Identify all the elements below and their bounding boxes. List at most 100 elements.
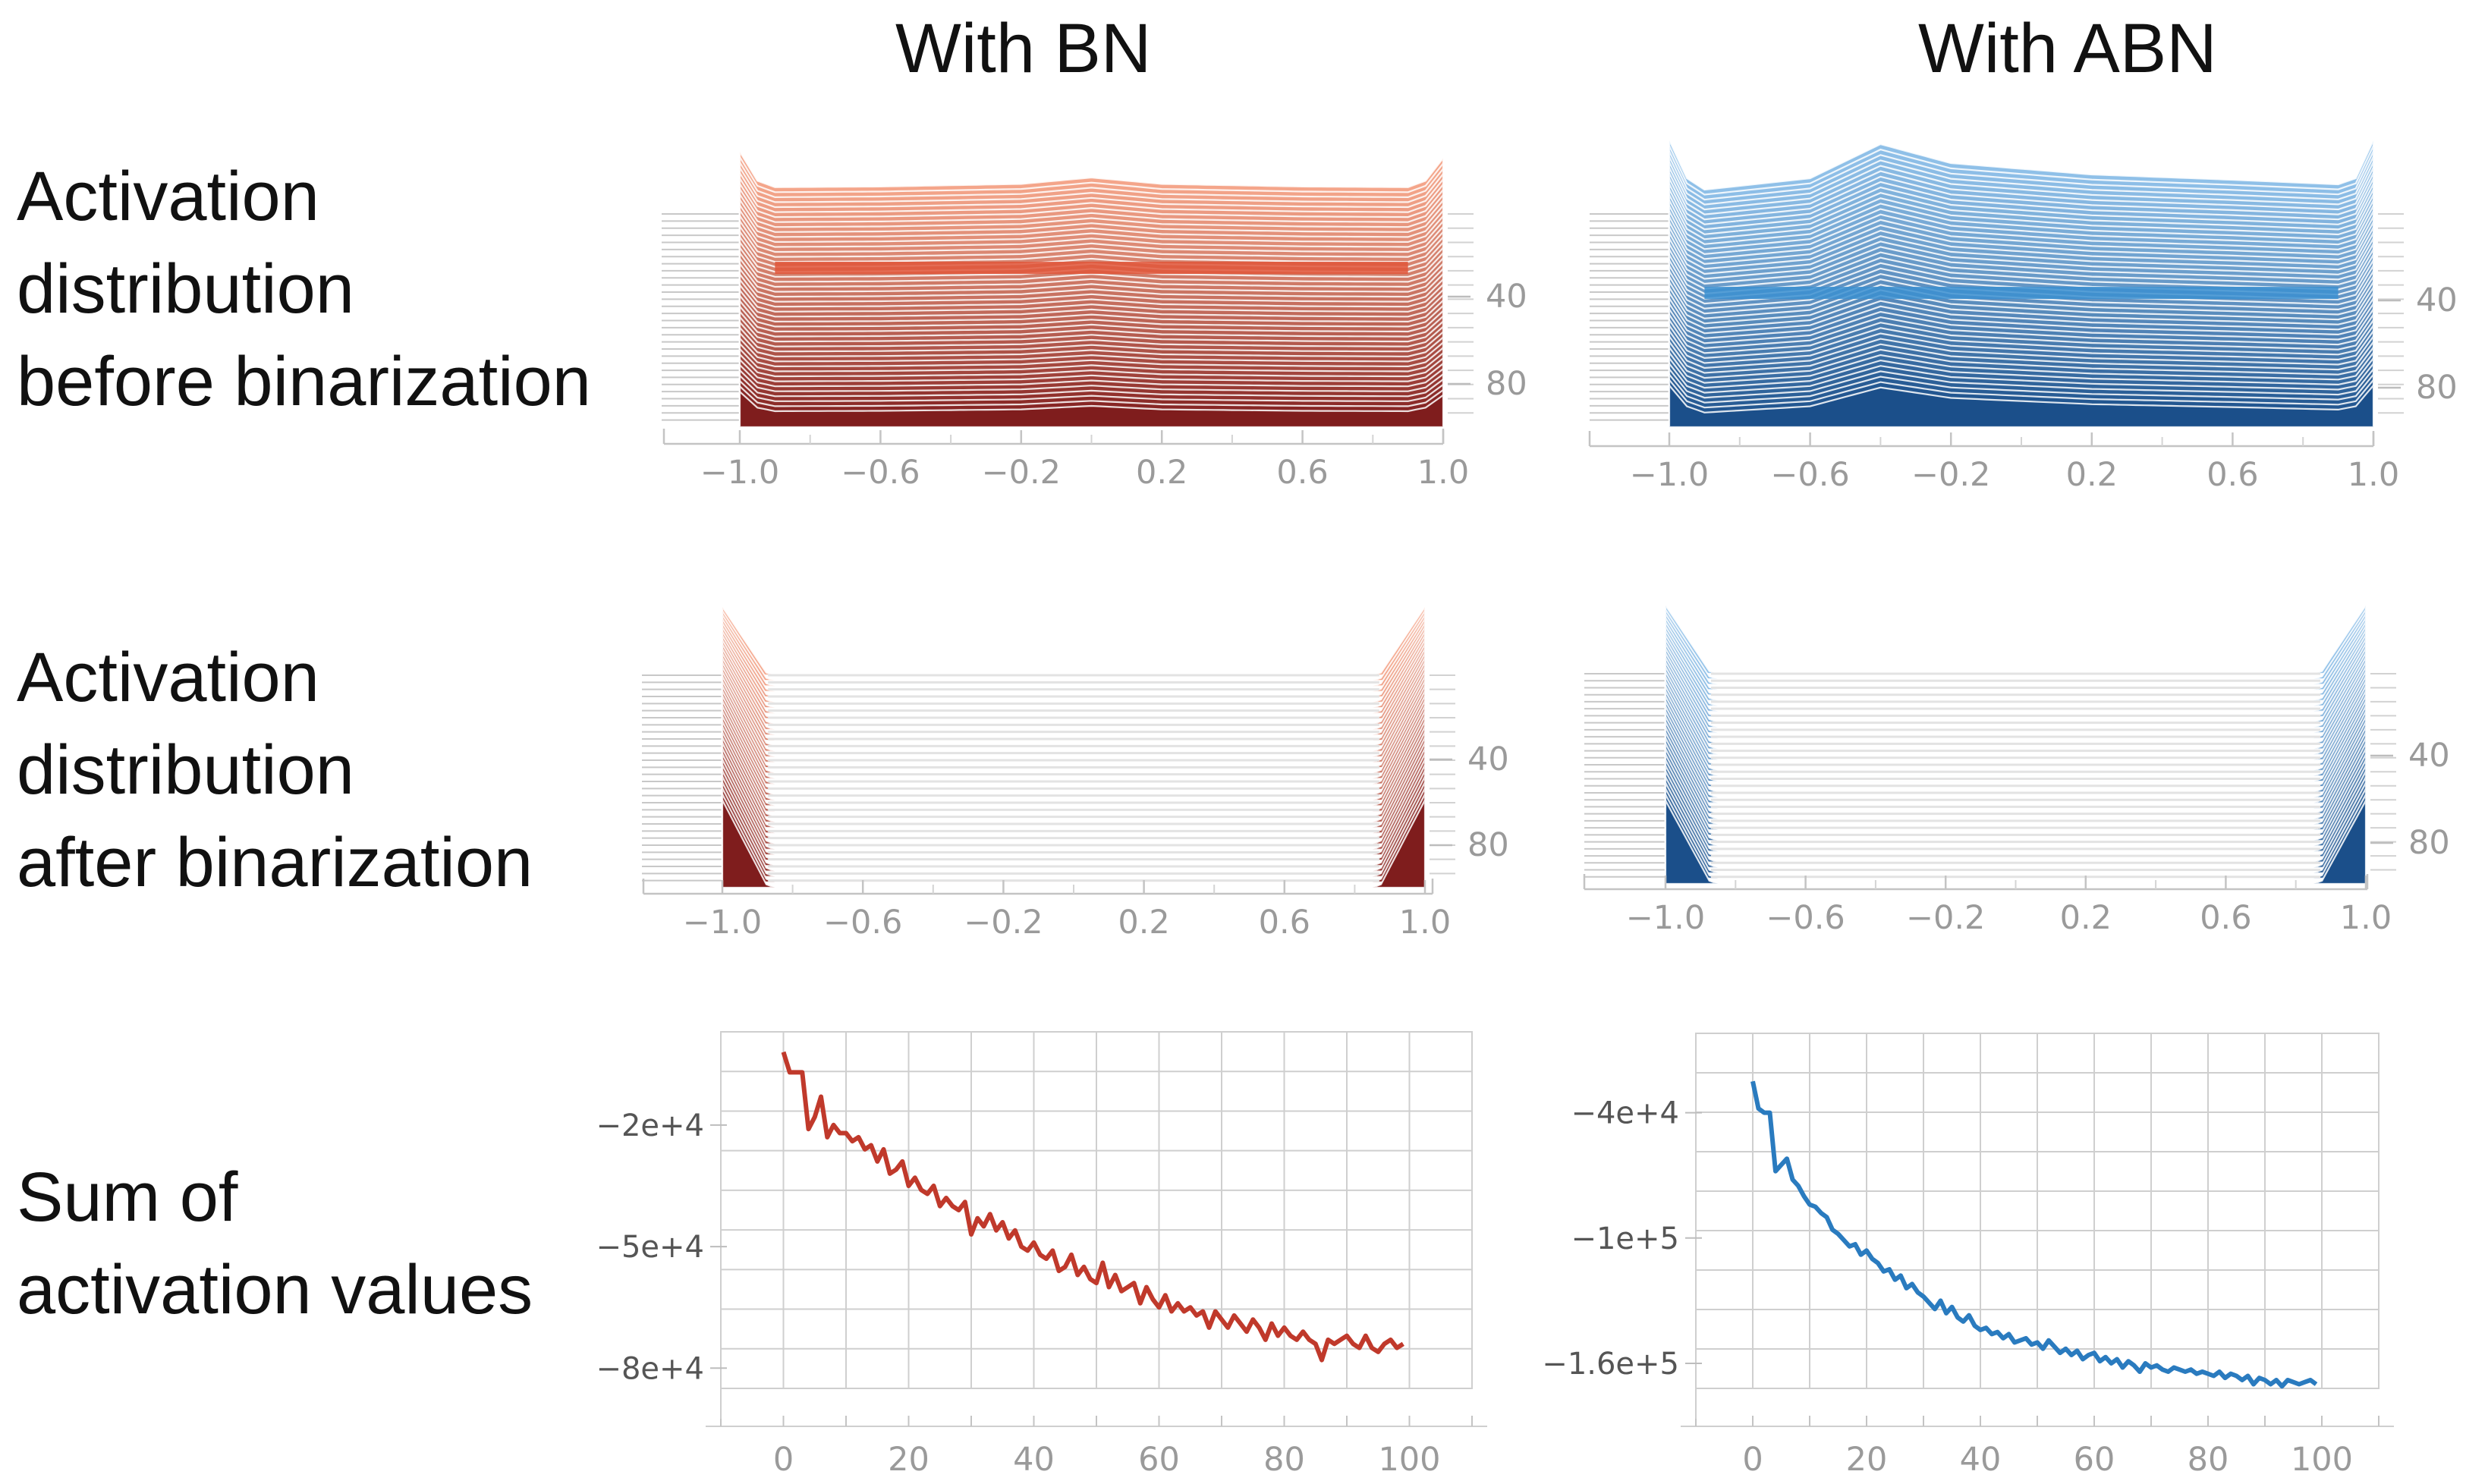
distribution-slice [1664,721,2367,810]
distribution-slice [1664,788,2367,874]
distribution-slice [1664,765,2367,853]
distribution-accent-band [775,262,1408,274]
distribution-slice [1664,675,2367,761]
column-title-abn: With ABN [1918,10,2217,87]
distribution-slice [721,794,1426,883]
distribution-slice [1664,731,2367,820]
distribution-slice [721,657,1426,742]
x-tick-label: 0.2 [2066,456,2118,494]
depth-tick-label: 40 [1467,740,1509,778]
distribution-slice [1664,759,2367,847]
row-label-line: distribution [17,731,354,809]
distribution-slice [721,671,1426,758]
x-tick-label: 1.0 [1399,904,1451,942]
distribution-slice [1664,631,2367,712]
series-line [1750,1080,2318,1389]
x-tick-label: 1.0 [1417,454,1469,492]
distribution-slice [1664,666,2367,750]
x-tick-label: 100 [2291,1441,2353,1479]
distribution-slice [1664,690,2367,778]
distribution-slice [721,640,1426,725]
bn-after-chart: −1.0 −0.6 −0.2 0.2 0.6 1.0 40 80 [642,604,1509,942]
abn-after-chart: −1.0 −0.6 −0.2 0.2 0.6 1.0 40 80 [1583,602,2450,937]
series-line [781,1051,1404,1363]
x-tick-label: −0.6 [1766,899,1845,937]
x-tick-label: 100 [1378,1441,1440,1479]
y-tick-label: −5e+4 [596,1230,704,1265]
x-tick-label: 0.2 [1136,454,1187,492]
x-tick-label: −0.2 [1906,899,1985,937]
distribution-slice [1664,640,2367,724]
x-tick-label: −0.2 [1911,456,1990,494]
row-label-sum: Sum of activation values [17,1151,533,1336]
x-tick-label: −0.2 [964,904,1043,942]
depth-tick-label: 40 [1486,278,1527,316]
distribution-slice [721,632,1426,715]
row-label-line: before binarization [17,343,591,420]
depth-tick-label: 40 [2408,737,2450,775]
bn-sum-chart: 0 20 40 60 80 100 −2e+4 −5e+4 −8e+4 [596,1031,1487,1479]
distribution-slice [1664,715,2367,804]
abn-before-chart: −1.0 −0.6 −0.2 0.2 0.6 1.0 40 80 [1588,140,2458,494]
distribution-slice [721,799,1426,889]
row-label-line: Activation [17,158,319,235]
distribution-slice [721,721,1426,813]
x-tick-label: 0.6 [1259,904,1310,942]
distribution-slice [721,731,1426,823]
x-tick-label: −1.0 [683,904,762,942]
x-tick-label: 0.6 [2207,456,2258,494]
distribution-slice [721,649,1426,737]
distribution-slice [1664,606,2367,681]
distribution-slice [721,695,1426,785]
distribution-slice [721,764,1426,857]
distribution-slice [1664,602,2367,675]
x-tick-label: 20 [888,1441,929,1479]
distribution-slice [721,675,1426,763]
x-tick-label: −0.6 [1770,456,1849,494]
y-tick-label: −1e+5 [1571,1221,1679,1256]
row-label-line: after binarization [17,824,533,901]
row-label-after: Activation distribution after binarizati… [17,631,533,909]
column-title-bn: With BN [895,10,1152,87]
x-tick-label: 40 [1960,1441,2002,1479]
distribution-slice [1664,743,2367,832]
distribution-accent-band [1704,287,2339,299]
distribution-slice [1664,649,2367,734]
distribution-slice [721,742,1426,835]
x-tick-label: −0.6 [823,904,902,942]
depth-tick-label: 80 [1467,826,1509,864]
x-tick-label: −0.6 [841,454,920,492]
distribution-slice [1668,382,2375,429]
x-tick-label: 0.6 [2200,899,2251,937]
x-tick-label: 0 [1742,1441,1763,1479]
distribution-slice [721,737,1426,829]
x-tick-label: 80 [1263,1441,1305,1479]
x-tick-label: −1.0 [1630,456,1709,494]
row-label-line: Activation [17,639,319,716]
row-label-line: activation values [17,1251,533,1328]
x-tick-label: 60 [2074,1441,2115,1479]
depth-tick-label: 40 [2416,281,2458,319]
row-label-line: distribution [17,250,354,328]
depth-tick-label: 80 [1486,365,1527,403]
distribution-slice [721,690,1426,780]
x-tick-label: 60 [1138,1441,1180,1479]
distribution-slice [721,615,1426,693]
distribution-slice [721,612,1426,687]
x-tick-label: −1.0 [1626,899,1705,937]
distribution-slice [1664,800,2367,885]
depth-tick-label: 80 [2408,824,2450,862]
bn-before-chart: −1.0 −0.6 −0.2 0.2 0.6 1.0 40 80 [662,149,1527,492]
x-tick-label: 0.2 [1118,904,1169,942]
distribution-slice [1664,737,2367,825]
distribution-slice [721,715,1426,807]
y-tick-label: −1.6e+5 [1542,1347,1679,1382]
distribution-slice [1664,627,2367,707]
distribution-slice [721,604,1426,677]
y-tick-label: −4e+4 [1571,1096,1679,1131]
distribution-slice [1664,615,2367,691]
x-tick-label: 0.2 [2060,899,2112,937]
x-tick-label: −0.2 [982,454,1061,492]
distribution-slice [1664,695,2367,783]
